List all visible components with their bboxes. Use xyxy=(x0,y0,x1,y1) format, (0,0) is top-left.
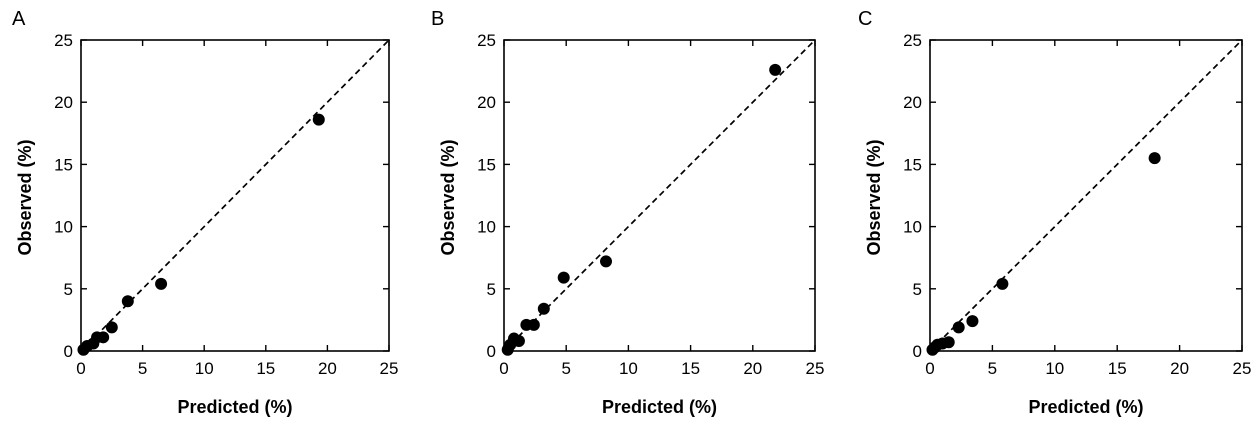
x-axis-title: Predicted (%) xyxy=(602,397,717,417)
panel-a: A 0 5 10 15 20 25 0 5 10 15 20 25 Predicted (%) Observ… xyxy=(12,8,398,417)
x-axis-title: Predicted (%) xyxy=(177,397,292,417)
data-point xyxy=(966,315,979,328)
plot-frame xyxy=(80,39,390,352)
y-axis-title: Observed (%) xyxy=(864,139,884,255)
y-tick-label: 10 xyxy=(54,218,73,237)
panel-label: B xyxy=(431,8,444,30)
x-tick-label: 20 xyxy=(1170,359,1189,378)
x-tick-label: 20 xyxy=(318,359,337,378)
data-point xyxy=(312,113,325,126)
data-point xyxy=(952,321,965,334)
data-point xyxy=(996,277,1009,290)
y-axis-title: Observed (%) xyxy=(15,139,35,255)
panel-label: A xyxy=(12,8,26,30)
data-point xyxy=(557,271,570,284)
x-axis-title: Predicted (%) xyxy=(1028,397,1143,417)
panel-label: C xyxy=(858,8,872,30)
x-tick-label: 10 xyxy=(195,359,214,378)
y-tick-label: 5 xyxy=(913,280,922,299)
data-point xyxy=(769,63,782,76)
x-tick-label: 10 xyxy=(619,359,638,378)
y-tick-label: 20 xyxy=(54,93,73,112)
data-point xyxy=(97,331,110,344)
data-point xyxy=(527,318,540,331)
identity-line xyxy=(503,39,816,352)
data-point xyxy=(942,336,955,349)
x-tick-label: 0 xyxy=(76,359,85,378)
y-tick-label: 25 xyxy=(54,31,73,50)
x-tick-label: 20 xyxy=(743,359,762,378)
data-point xyxy=(121,295,134,308)
y-tick-label: 10 xyxy=(477,218,496,237)
y-tick-label: 0 xyxy=(64,342,73,361)
y-tick-label: 5 xyxy=(487,280,496,299)
panel-c: C 0 5 10 15 20 25 0 5 10 15 20 25 Predicted (%) Observ… xyxy=(858,8,1251,417)
x-tick-label: 5 xyxy=(138,359,147,378)
data-point xyxy=(600,255,613,268)
x-tick-label: 0 xyxy=(925,359,934,378)
plot-frame xyxy=(929,39,1243,352)
data-point xyxy=(105,321,118,334)
x-tick-label: 15 xyxy=(681,359,700,378)
y-tick-label: 15 xyxy=(903,155,922,174)
y-tick-label: 20 xyxy=(477,93,496,112)
y-tick-label: 5 xyxy=(64,280,73,299)
x-tick-label: 15 xyxy=(1108,359,1127,378)
x-tick-label: 5 xyxy=(988,359,997,378)
y-tick-label: 25 xyxy=(903,31,922,50)
x-tick-label: 10 xyxy=(1045,359,1064,378)
data-point xyxy=(512,335,525,348)
x-tick-label: 15 xyxy=(256,359,275,378)
plot-frame xyxy=(503,39,816,352)
y-tick-label: 15 xyxy=(477,155,496,174)
x-tick-label: 0 xyxy=(499,359,508,378)
identity-line xyxy=(929,39,1243,352)
x-tick-label: 25 xyxy=(1233,359,1252,378)
y-tick-label: 20 xyxy=(903,93,922,112)
x-tick-label: 5 xyxy=(561,359,570,378)
data-point xyxy=(537,302,550,315)
y-tick-label: 0 xyxy=(913,342,922,361)
data-point xyxy=(155,277,168,290)
data-point xyxy=(1148,152,1161,165)
x-tick-label: 25 xyxy=(380,359,399,378)
y-tick-label: 25 xyxy=(477,31,496,50)
y-tick-label: 10 xyxy=(903,218,922,237)
y-tick-label: 15 xyxy=(54,155,73,174)
y-axis-title: Observed (%) xyxy=(438,139,458,255)
y-tick-label: 0 xyxy=(487,342,496,361)
x-tick-label: 25 xyxy=(806,359,825,378)
panel-b: B 0 5 10 15 20 25 0 5 10 15 20 25 Predicted (%) Observ… xyxy=(431,8,824,417)
